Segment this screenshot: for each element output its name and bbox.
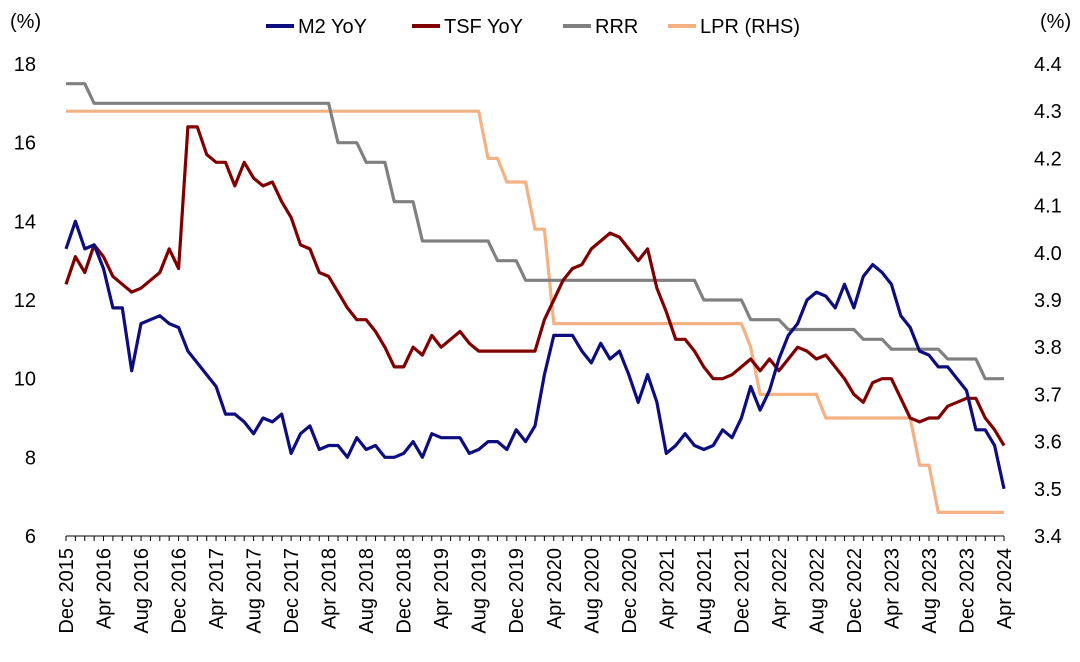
series-line-lpr-rhs: [66, 109, 1004, 514]
left-tick-label: 14: [14, 211, 36, 233]
right-tick-label: 3.6: [1034, 432, 1062, 454]
left-tick-label: 6: [25, 526, 36, 548]
x-tick-label: Dec 2017: [281, 548, 303, 634]
left-axis: 6 8 10 12 14 16 18: [14, 54, 36, 548]
right-axis: 3.4 3.5 3.6 3.7 3.8 3.9 4.0 4.1 4.2 4.3 4.4: [1034, 54, 1062, 548]
series-line-tsf-yoy: [64, 125, 1006, 447]
x-tick-label: Apr 2022: [769, 548, 791, 629]
legend: M2 YoY TSF YoY RRR LPR (RHS): [266, 16, 800, 38]
x-tick-label: Dec 2020: [619, 548, 641, 634]
x-tick-label: Apr 2018: [319, 548, 341, 629]
x-tick-label: Apr 2020: [544, 548, 566, 629]
legend-label: RRR: [595, 16, 638, 38]
left-tick-label: 18: [14, 54, 36, 76]
x-tick-label: Apr 2023: [881, 548, 903, 629]
x-tick-label: Apr 2017: [206, 548, 228, 629]
right-tick-label: 3.5: [1034, 479, 1062, 501]
x-tick-label: Aug 2020: [581, 548, 603, 634]
right-tick-label: 4.4: [1034, 54, 1062, 76]
x-tick-label: Aug 2019: [469, 548, 491, 634]
right-tick-label: 4.0: [1034, 243, 1062, 265]
right-tick-label: 3.8: [1034, 337, 1062, 359]
x-axis: Dec 2015 Apr 2016 Aug 2016 Dec 2016 Apr 2017…: [56, 536, 1016, 634]
left-tick-label: 12: [14, 290, 36, 312]
x-tick-label: Aug 2023: [919, 548, 941, 634]
legend-label: M2 YoY: [298, 16, 367, 38]
right-tick-label: 4.1: [1034, 196, 1062, 218]
legend-label: TSF YoY: [444, 16, 523, 38]
x-tick-label: Dec 2016: [169, 548, 191, 634]
left-tick-label: 16: [14, 133, 36, 155]
right-tick-label: 3.4: [1034, 526, 1062, 548]
x-tick-label: Dec 2018: [394, 548, 416, 634]
left-tick-label: 8: [25, 447, 36, 469]
right-tick-label: 3.7: [1034, 384, 1062, 406]
series-group: [64, 82, 1006, 514]
x-tick-label: Aug 2022: [806, 548, 828, 634]
legend-label: LPR (RHS): [700, 16, 800, 38]
x-tick-label: Aug 2021: [694, 548, 716, 634]
x-tick-label: Apr 2019: [431, 548, 453, 629]
x-tick-label: Dec 2022: [844, 548, 866, 634]
x-tick-label: Apr 2016: [94, 548, 116, 629]
series-line-m2-yoy: [64, 219, 1006, 490]
x-tick-label: Apr 2021: [656, 548, 678, 629]
right-axis-unit: (%): [1040, 11, 1071, 33]
x-tick-label: Aug 2016: [131, 548, 153, 634]
left-tick-label: 10: [14, 369, 36, 391]
x-tick-label: Dec 2023: [956, 548, 978, 634]
right-tick-label: 4.3: [1034, 101, 1062, 123]
x-tick-label: Aug 2017: [244, 548, 266, 634]
series-line-rrr: [66, 82, 1004, 381]
x-tick-label: Aug 2018: [356, 548, 378, 634]
x-tick-label: Dec 2019: [506, 548, 528, 634]
right-tick-label: 3.9: [1034, 290, 1062, 312]
x-tick-label: Dec 2021: [731, 548, 753, 634]
right-tick-label: 4.2: [1034, 148, 1062, 170]
left-axis-unit: (%): [10, 11, 41, 33]
x-tick-label: Dec 2015: [56, 548, 78, 634]
x-tick-label: Apr 2024: [994, 548, 1016, 629]
